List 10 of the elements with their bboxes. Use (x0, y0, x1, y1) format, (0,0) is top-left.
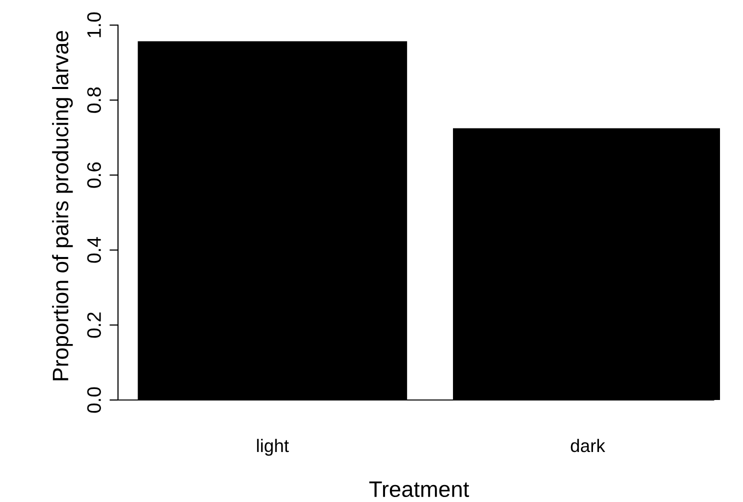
x-axis-title: Treatment (369, 482, 470, 498)
x-tick-label: light (257, 438, 289, 456)
y-tick-label: 0.4 (87, 237, 101, 263)
x-tick-label: dark (570, 438, 606, 452)
y-tick-label: 0.6 (87, 162, 101, 188)
y-axis-title: Proportion of pairs producing larvae (52, 30, 73, 380)
y-tick-label: 0.8 (87, 87, 101, 113)
y-tick-label: 1.0 (87, 12, 101, 38)
y-tick-label: 0.2 (87, 312, 101, 338)
y-tick-label: 0.0 (87, 387, 101, 413)
